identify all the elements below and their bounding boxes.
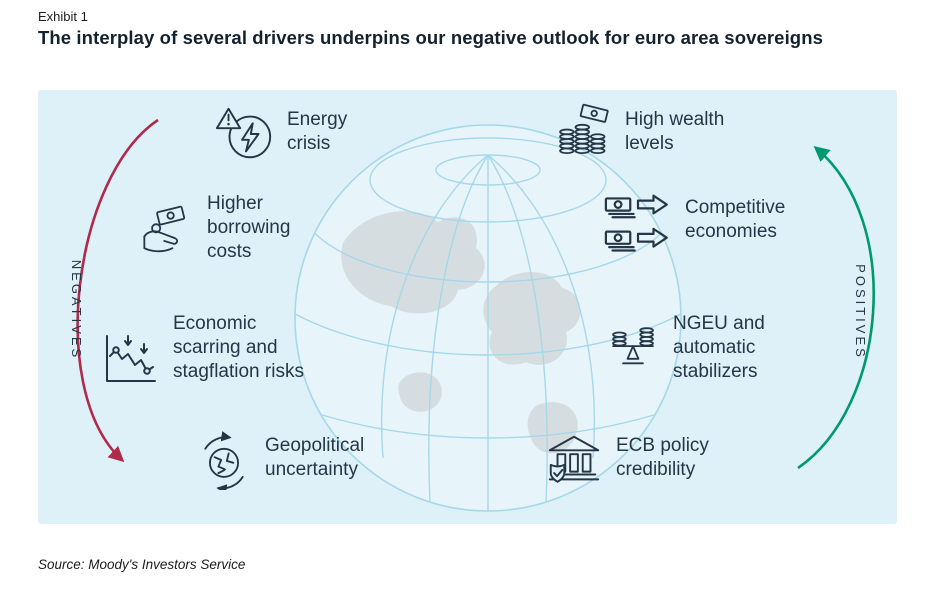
energy-crisis-icon	[215, 107, 272, 159]
exhibit-label: Exhibit 1	[38, 9, 88, 24]
positive-item: NGEU and automatic stabilizers	[604, 312, 791, 384]
page-title: The interplay of several drivers underpi…	[38, 27, 823, 48]
declining-chart-icon	[106, 335, 156, 382]
item-label: Economic scarring and stagflation risks	[173, 313, 304, 383]
item-label: Geopolitical uncertainty	[265, 435, 365, 481]
positives-axis-label: POSITIVES	[853, 264, 868, 360]
globe-graphic	[294, 124, 682, 512]
item-label: Higher borrowing costs	[207, 193, 291, 263]
coin-stacks-icon	[559, 103, 609, 155]
source-text: Source: Moody's Investors Service	[38, 557, 246, 572]
negatives-arrow	[76, 118, 159, 463]
balance-icon	[612, 327, 654, 365]
diagram-panel: NEGATIVES POSITIVES Energy crisis	[38, 90, 897, 524]
flow-arrows	[76, 118, 875, 470]
positive-item: ECB policy credibility	[543, 428, 728, 490]
item-label: Competitive economies	[685, 197, 786, 243]
negative-item: Energy crisis	[214, 102, 373, 164]
negative-item: Economic scarring and stagflation risks	[98, 312, 329, 392]
bank-icon	[548, 435, 600, 483]
money-flow-icon	[604, 194, 668, 252]
positive-item: Competitive economies	[602, 188, 817, 256]
negative-item: Geopolitical uncertainty	[194, 428, 397, 490]
positives-arrow	[797, 145, 875, 470]
item-label: NGEU and automatic stabilizers	[673, 313, 765, 383]
negative-item: Higher borrowing costs	[138, 192, 323, 264]
positive-item: High wealth levels	[556, 102, 737, 160]
negatives-axis-label: NEGATIVES	[69, 259, 84, 361]
borrowing-costs-icon	[143, 205, 186, 253]
item-label: ECB policy credibility	[616, 435, 709, 481]
geopolitical-globe-icon	[204, 431, 244, 490]
item-label: Energy crisis	[287, 109, 348, 155]
item-label: High wealth levels	[625, 109, 725, 155]
